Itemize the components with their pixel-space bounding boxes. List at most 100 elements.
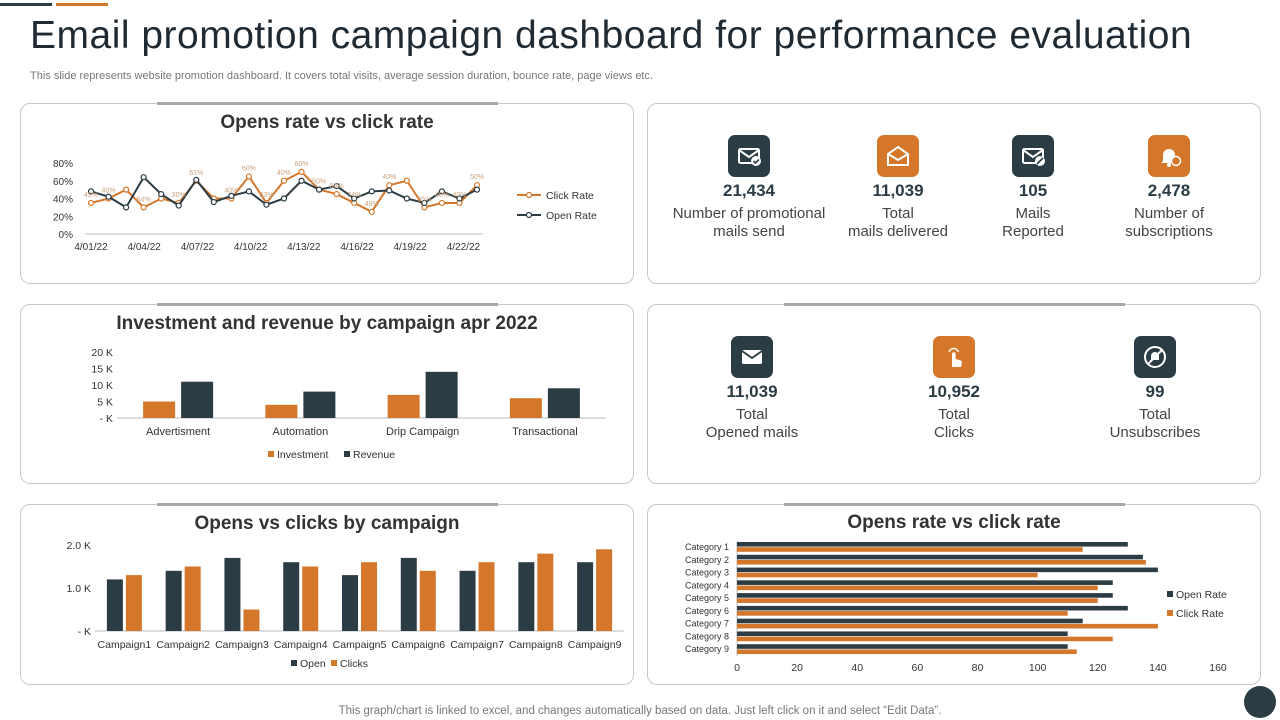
bar-investment [387, 394, 420, 418]
data-point [87, 188, 95, 195]
y-tick-label: 20% [53, 212, 73, 223]
category-label: Category 1 [685, 542, 729, 552]
panel-hbar-chart[interactable]: Opens rate vs click rate 0 20 40 60 80 100 120… [647, 503, 1262, 686]
legend-swatch [344, 451, 350, 457]
panel-tab [784, 503, 1125, 506]
category-label: Campaign9 [568, 639, 622, 651]
x-tick-label: 80 [972, 662, 984, 674]
data-point [140, 204, 147, 211]
panel-opens-clicks-chart[interactable]: Opens vs clicks by campaign 2.0 K 1.0 K - … [20, 503, 635, 686]
data-point [386, 182, 393, 189]
bar-clicks [302, 566, 319, 631]
data-point [351, 195, 358, 202]
data-point [403, 177, 410, 184]
category-label: Campaign1 [98, 639, 152, 651]
data-label: 34% [347, 192, 361, 199]
kpi-label: Total Opened mails [667, 406, 837, 442]
panel-investment-chart[interactable]: Investment and revenue by campaign apr 2… [20, 303, 635, 485]
kpi-label-line1: Total [938, 406, 970, 423]
category-label: Campaign4 [274, 639, 328, 651]
investment-chart-title: Investment and revenue by campaign apr 2… [116, 313, 538, 334]
line-chart[interactable]: 80% 60% 40% 20% 0%4/01/22 4/04/22 4/07/22 4/10/… [21, 104, 635, 285]
category-label: Category 7 [685, 619, 729, 629]
investment-chart[interactable]: 20 K 15 K 10 K 5 K - K Advertisment Automation… [21, 305, 635, 485]
kpi-label-line2: mails send [713, 223, 785, 240]
data-point [280, 177, 288, 184]
kpi-label-line1: Total [1139, 406, 1171, 423]
top-accent-dark [0, 3, 52, 6]
bar-click-rate [737, 559, 1146, 565]
legend-swatch [268, 451, 274, 457]
category-label: Campaign7 [450, 639, 504, 651]
kpi-icon-box [1012, 135, 1054, 177]
data-point [368, 188, 375, 195]
bar-open-rate [737, 567, 1158, 573]
hbar-chart[interactable]: 0 20 40 60 80 100 120 140 160 Category 1 Category … [648, 505, 1262, 686]
data-point [105, 193, 112, 200]
panel-line-chart[interactable]: Opens rate vs click rate 80% 60% 40% 20% 0% 4… [20, 102, 635, 285]
top-accent-orange [56, 3, 108, 6]
category-label: Category 6 [685, 606, 729, 616]
x-tick-label: 100 [1029, 662, 1047, 674]
kpi-icon-box [1148, 135, 1190, 177]
kpi-icon-box [933, 336, 975, 378]
bar-clicks [596, 549, 613, 631]
data-label: 33% [259, 192, 273, 199]
legend-swatch [1167, 591, 1173, 597]
opens-clicks-chart[interactable]: 2.0 K 1.0 K - K Campaign1 Campaign2 Campaign3… [21, 505, 635, 686]
panel-tab [157, 303, 498, 306]
x-tick-label: 4/13/22 [287, 242, 321, 253]
x-tick-label: 4/04/22 [128, 242, 162, 253]
kpi-label: Total mails delivered [813, 205, 983, 241]
data-point [456, 195, 463, 202]
category-label: Category 4 [685, 580, 729, 590]
envelope-blocked-icon [1022, 148, 1045, 166]
bar-clicks [478, 562, 495, 631]
corner-circle [1244, 686, 1276, 718]
y-tick-label: 2.0 K [66, 540, 91, 552]
kpi-label-line1: Mails [1015, 205, 1051, 222]
legend-swatch [1167, 610, 1173, 616]
legend-label: Revenue [353, 449, 395, 461]
data-point [298, 168, 305, 175]
kpi-label: Number of subscriptions [1084, 205, 1254, 241]
category-label: Category 9 [685, 644, 729, 654]
data-point [386, 187, 393, 194]
panel-tab [157, 102, 498, 105]
data-point [421, 199, 428, 207]
kpi-card: 105 Mails Reported [948, 135, 1118, 241]
y-tick-label: 80% [53, 159, 73, 170]
data-label: 40% [277, 170, 291, 177]
data-label: 48% [365, 201, 379, 208]
kpi-label-line1: Total [736, 406, 768, 423]
bar-investment [265, 404, 298, 418]
data-point [438, 199, 446, 207]
legend-swatch [291, 660, 297, 666]
bell-check-icon [1161, 149, 1182, 167]
category-label: Drip Campaign [386, 426, 459, 438]
bar-open-rate [737, 618, 1083, 624]
y-tick-label: 15 K [91, 364, 113, 376]
legend-label: Click Rate [546, 190, 594, 202]
legend-label: Open [300, 658, 326, 670]
bar-clicks [361, 562, 377, 631]
bar-open-rate [737, 542, 1128, 547]
y-tick-label: - K [100, 413, 113, 425]
envelope-check-icon [738, 148, 761, 166]
bar-revenue [303, 391, 336, 418]
x-tick-label: 4/19/22 [394, 242, 428, 253]
envelope-open-icon [887, 145, 909, 166]
data-label: 49% [84, 192, 98, 199]
kpi-label-line2: subscriptions [1125, 223, 1213, 240]
category-label: Category 2 [685, 555, 729, 565]
data-label: 61% [189, 170, 203, 177]
hbar-chart-title: Opens rate vs click rate [847, 512, 1061, 533]
page-title: Email promotion campaign dashboard for p… [30, 14, 1193, 57]
legend-marker [525, 211, 533, 219]
category-label: Campaign5 [333, 639, 387, 651]
y-tick-label: 40% [53, 195, 73, 206]
data-label: 60% [295, 161, 309, 168]
category-label: Advertisment [146, 426, 210, 438]
data-point [193, 176, 200, 183]
bar-open-rate [737, 554, 1143, 560]
